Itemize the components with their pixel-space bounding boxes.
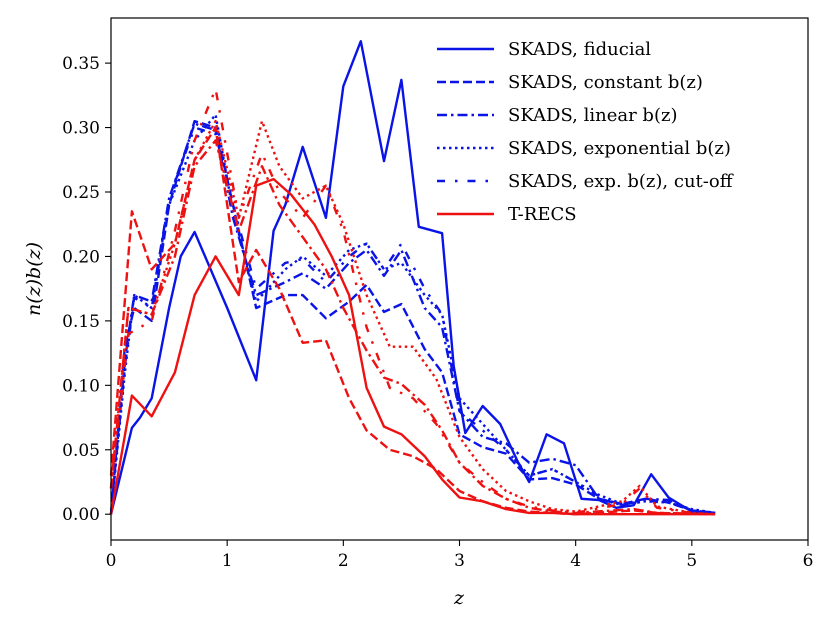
legend-label: SKADS, exponential b(z): [508, 138, 731, 159]
y-tick-label: 0.15: [62, 312, 100, 332]
series-line-skads-dashdotsparse-4: [109, 126, 716, 515]
series-layer: [109, 40, 716, 516]
y-tick-label: 0.35: [62, 54, 100, 74]
legend: SKADS, fiducial SKADS, constant b(z) SKADS…: [437, 39, 734, 225]
y-tick-label: 0.30: [62, 119, 100, 139]
x-tick-label: 4: [570, 551, 581, 571]
legend-label: SKADS, fiducial: [508, 39, 651, 60]
legend-entry: SKADS, linear b(z): [437, 105, 677, 126]
y-tick-label: 0.05: [62, 441, 100, 461]
legend-label: SKADS, linear b(z): [508, 105, 677, 126]
legend-label: T-RECS: [508, 204, 577, 225]
y-tick-label: 0.10: [62, 376, 100, 396]
y-tick-label: 0.25: [62, 183, 100, 203]
x-tick-label: 3: [454, 551, 465, 571]
x-axis-label: z: [453, 587, 465, 609]
x-tick-label: 6: [803, 551, 814, 571]
y-axis-label: n(z)b(z): [23, 242, 45, 316]
series-line-trecs-dashed-6: [109, 126, 716, 516]
series-line-trecs-dashdotsparse-9: [109, 87, 716, 516]
x-tick-label: 0: [106, 551, 117, 571]
legend-entry: SKADS, exp. b(z), cut-off: [437, 171, 734, 192]
legend-entry: SKADS, exponential b(z): [437, 138, 731, 159]
series-line-skads-dotted-3: [109, 113, 716, 515]
axis-ticks: 0 1 2 3 4 5 6 0.00 0.05 0.10 0.15 0.20 0.25 0.30 0.35: [62, 54, 813, 571]
legend-label: SKADS, exp. b(z), cut-off: [508, 171, 734, 192]
x-tick-label: 1: [222, 551, 233, 571]
legend-label: SKADS, constant b(z): [508, 72, 703, 93]
y-tick-label: 0.20: [62, 247, 100, 267]
x-tick-label: 2: [338, 551, 349, 571]
x-tick-label: 5: [686, 551, 697, 571]
legend-entry: SKADS, constant b(z): [437, 72, 703, 93]
legend-entry: SKADS, fiducial: [437, 39, 651, 60]
y-tick-label: 0.00: [62, 505, 100, 525]
series-line-skads-solid-0: [109, 40, 716, 515]
legend-entry: T-RECS: [437, 204, 577, 225]
series-line-trecs-dashdot-7: [109, 139, 716, 516]
